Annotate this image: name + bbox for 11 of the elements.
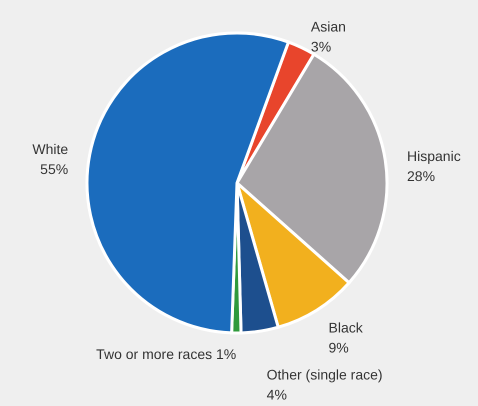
data-label: 9% xyxy=(328,340,349,356)
slice-label: Asian xyxy=(310,18,346,35)
slice-label: Two or more races 1% xyxy=(96,346,236,362)
slice-label: Other (single race) xyxy=(266,366,383,383)
data-label: 4% xyxy=(266,386,287,403)
slice-label: Black xyxy=(328,320,364,336)
data-label: 3% xyxy=(310,38,332,55)
data-label: 55% xyxy=(40,161,68,178)
data-label: 28% xyxy=(407,168,436,184)
slice-label: White xyxy=(32,141,68,158)
slice-label: Hispanic xyxy=(407,148,461,164)
